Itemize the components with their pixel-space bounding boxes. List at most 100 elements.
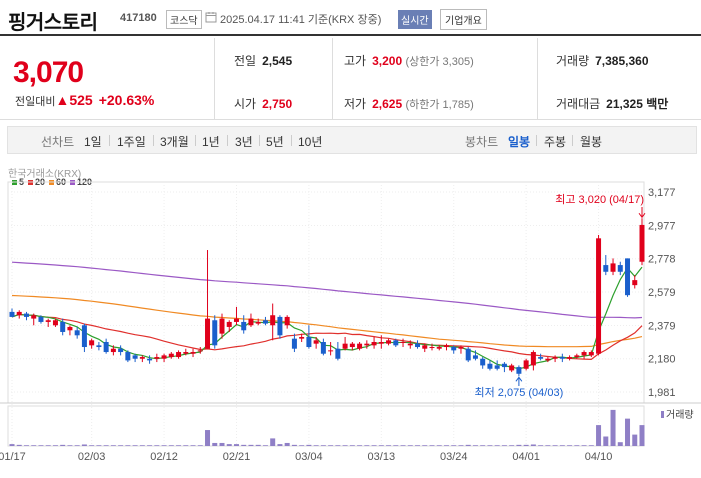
candle-body [96, 345, 102, 348]
candle-body [262, 320, 268, 324]
current-price: 3,070 [13, 56, 84, 89]
price-chart: 거래량 3,177 2,977 2,778 2,579 2,379 2,180 1,981 0… [0, 181, 701, 463]
volume-bar [306, 444, 312, 446]
volume-bar [291, 444, 297, 446]
volume-bar [190, 445, 196, 446]
volume-bar [226, 444, 232, 446]
ma-5-swatch [12, 180, 17, 186]
volume-bar [617, 442, 623, 446]
y-tick-label: 3,177 [648, 187, 676, 199]
volume-bar [52, 445, 58, 446]
company-info-button[interactable]: 기업개요 [440, 9, 487, 30]
volume-bar [422, 445, 428, 446]
calendar-icon [205, 12, 217, 23]
volume-bar [67, 445, 73, 446]
candle-body [89, 340, 95, 346]
volume-bar [480, 445, 486, 446]
volume-bar [132, 445, 138, 446]
candle-body [81, 325, 87, 348]
volume-bar [233, 444, 239, 446]
volume-bar [509, 445, 515, 446]
volume-bar [125, 445, 131, 446]
volume-bar [371, 445, 377, 446]
candle-daily[interactable]: 일봉 [508, 135, 531, 149]
candle-body [610, 263, 616, 272]
volume-bar [357, 445, 363, 446]
candle-monthly[interactable]: 월봉 [580, 135, 603, 149]
candle-body [328, 350, 334, 352]
period-3m[interactable]: 3개월 [160, 135, 189, 149]
stock-name: 핑거스토리 [8, 12, 98, 34]
period-1y[interactable]: 1년 [202, 135, 220, 149]
volume-bar [183, 445, 189, 446]
candle-body [436, 347, 442, 349]
x-tick-label: 03/24 [440, 451, 468, 463]
volume-bar [96, 445, 102, 446]
candle-body [23, 313, 29, 317]
volume-bar [284, 442, 290, 446]
period-5y[interactable]: 5년 [266, 135, 284, 149]
volume-bar [559, 445, 565, 446]
volume-bar [103, 445, 109, 446]
volume-bar [494, 445, 500, 446]
x-tick-label: 02/12 [150, 451, 178, 463]
candle-body [465, 348, 471, 361]
period-3y[interactable]: 3년 [235, 135, 253, 149]
candle-body [139, 357, 145, 359]
candle-body [400, 342, 406, 343]
x-tick-label: 03/13 [368, 451, 396, 463]
volume-bar [407, 445, 413, 446]
volume-bar [255, 444, 261, 446]
candle-weekly[interactable]: 주봉 [544, 135, 567, 149]
volume-bar [472, 445, 478, 446]
low-arrow-head [515, 376, 523, 382]
x-tick-label: 04/01 [512, 451, 540, 463]
y-tick-label: 2,180 [648, 354, 676, 366]
period-1d[interactable]: 1일 [84, 135, 102, 149]
volume-bar [632, 434, 638, 446]
candle-body [371, 342, 377, 346]
volume-bar [81, 444, 87, 446]
volume-bar [610, 409, 616, 446]
volume-bar [38, 445, 44, 446]
realtime-badge[interactable]: 실시간 [398, 10, 432, 29]
candle-body [205, 318, 211, 349]
volume-bar [465, 444, 471, 446]
change-label: 전일대비 [15, 96, 56, 108]
y-tick-label: 2,579 [648, 287, 676, 299]
candle-chart-label: 봉차트 [465, 135, 499, 149]
candle-body [422, 345, 428, 349]
open-price: 시가 2,750 [234, 97, 293, 111]
candle-body [393, 340, 399, 346]
candle-body [212, 320, 218, 346]
candle-body [248, 318, 254, 326]
candle-body [306, 336, 312, 348]
candle-body [632, 280, 638, 286]
volume-bar [581, 445, 587, 446]
high-arrow-head [638, 212, 646, 219]
candle-body [386, 340, 392, 344]
candle-body [364, 343, 370, 346]
candle-body [559, 357, 565, 359]
candle-body [103, 342, 109, 353]
volume-bar [176, 445, 182, 446]
candle-body [516, 367, 522, 374]
volume-bar [139, 445, 145, 446]
candle-body [545, 358, 551, 361]
volume-bar [574, 445, 580, 446]
period-1w[interactable]: 1주일 [117, 135, 146, 149]
volume-bar [313, 445, 319, 446]
volume-bar [393, 445, 399, 446]
candle-body [617, 265, 623, 272]
volume-bar [552, 445, 558, 446]
divider [214, 38, 215, 120]
volume-bar [277, 444, 283, 446]
candle-body [378, 342, 384, 344]
stock-header: 핑거스토리 417180 코스닥 2025.04.17 11:41 기준(KRX… [0, 0, 701, 36]
candle-body [538, 357, 544, 359]
volume-bar [89, 445, 95, 446]
volume-bar [567, 445, 573, 446]
period-10y[interactable]: 10년 [298, 135, 323, 149]
volume-bar [205, 430, 211, 446]
volume-plot-frame [7, 405, 645, 447]
